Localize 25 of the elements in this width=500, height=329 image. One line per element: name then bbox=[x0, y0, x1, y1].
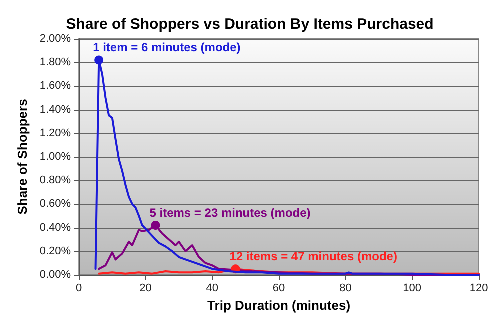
x-tick-label: 40 bbox=[206, 282, 219, 294]
x-tick-label: 80 bbox=[340, 282, 352, 294]
x-tick-label: 120 bbox=[470, 282, 488, 294]
x-tick-label: 60 bbox=[272, 282, 286, 294]
point bbox=[151, 220, 160, 230]
chart-title: Share of Shoppers vs Duration By Items Purchased bbox=[66, 16, 434, 33]
y-tick-label: 0.00% bbox=[40, 269, 72, 281]
y-tick-label: 1.60% bbox=[40, 80, 72, 92]
y-tick-label: 0.40% bbox=[40, 222, 72, 234]
y-axis-title: Share of Shoppers bbox=[15, 99, 30, 215]
x-tick-label: 20 bbox=[140, 282, 152, 294]
y-tick-label: 1.80% bbox=[40, 56, 72, 69]
y-tick-label: 0.20% bbox=[40, 245, 72, 258]
y-tick-label: 2.00% bbox=[40, 33, 72, 45]
y-tick-label: 0.60% bbox=[40, 198, 72, 210]
y-tick-label: 1.40% bbox=[40, 104, 72, 116]
y-tick-label: 1.00% bbox=[40, 151, 72, 163]
y-tick-label: 1.20% bbox=[40, 127, 72, 140]
annotation: 5 items = 23 minutes (mode) bbox=[150, 206, 311, 220]
annotation: 1 item = 6 minutes (mode) bbox=[93, 40, 241, 55]
x-tick-label: 100 bbox=[403, 282, 422, 294]
annotation: 12 items = 47 minutes (mode) bbox=[230, 250, 398, 264]
x-axis-title: Trip Duration (minutes) bbox=[208, 298, 351, 313]
y-tick-label: 0.80% bbox=[40, 174, 72, 187]
x-tick-label: 0 bbox=[76, 282, 82, 294]
